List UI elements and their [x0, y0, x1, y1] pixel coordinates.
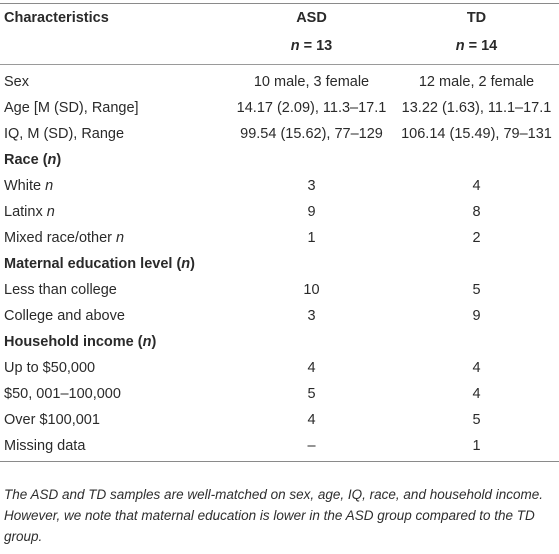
row-label: Less than college — [4, 282, 117, 298]
header-rule — [0, 64, 559, 65]
table-row: Over $100,001 4 5 — [0, 407, 559, 433]
asd-value: – — [307, 438, 316, 454]
td-value: 4 — [472, 360, 481, 376]
section-race: Race (n) — [0, 147, 559, 173]
table-row: Up to $50,000 4 4 — [0, 355, 559, 381]
table-body: Sex 10 male, 3 female 12 male, 2 female … — [0, 69, 559, 459]
asd-value: 10 — [303, 282, 320, 298]
row-label: $50, 001–100,000 — [4, 386, 121, 402]
section-title: Maternal education level (n) — [4, 256, 195, 272]
row-label: White n — [4, 178, 54, 194]
row-label: IQ, M (SD), Range — [4, 126, 125, 142]
header-characteristics: Characteristics — [4, 10, 109, 26]
td-value: 5 — [472, 412, 481, 428]
characteristics-table: Characteristics ASD TD n = 13 n = 14 Sex… — [0, 3, 559, 462]
table-row: Latinx n 9 8 — [0, 199, 559, 225]
header-td-n: n = 14 — [455, 38, 498, 54]
td-value: 5 — [472, 282, 481, 298]
td-value: 2 — [472, 230, 481, 246]
section-household-income: Household income (n) — [0, 329, 559, 355]
asd-value: 10 male, 3 female — [253, 74, 370, 90]
row-label: Mixed race/other n — [4, 230, 125, 246]
td-value: 4 — [472, 386, 481, 402]
table-row: Sex 10 male, 3 female 12 male, 2 female — [0, 69, 559, 95]
td-value: 13.22 (1.63), 11.1–17.1 — [401, 100, 552, 116]
header-asd: ASD — [296, 10, 327, 26]
section-maternal-education: Maternal education level (n) — [0, 251, 559, 277]
table-row: College and above 3 9 — [0, 303, 559, 329]
table-row: Mixed race/other n 1 2 — [0, 225, 559, 251]
asd-value: 3 — [307, 178, 316, 194]
header-asd-n: n = 13 — [290, 38, 333, 54]
asd-value: 4 — [307, 412, 316, 428]
header-row: Characteristics ASD TD — [0, 4, 559, 32]
table-row: Less than college 10 5 — [0, 277, 559, 303]
section-title: Household income (n) — [4, 334, 157, 350]
table-header: Characteristics ASD TD n = 13 n = 14 — [0, 4, 559, 60]
row-label: Sex — [4, 74, 29, 90]
td-value: 9 — [472, 308, 481, 324]
td-value: 4 — [472, 178, 481, 194]
table-row: Age [M (SD), Range] 14.17 (2.09), 11.3–1… — [0, 95, 559, 121]
td-value: 106.14 (15.49), 79–131 — [401, 126, 552, 142]
asd-value: 3 — [307, 308, 316, 324]
table-row: White n 3 4 — [0, 173, 559, 199]
row-label: Latinx n — [4, 204, 55, 220]
header-td: TD — [466, 10, 487, 26]
section-title: Race (n) — [4, 152, 62, 168]
header-n-row: n = 13 n = 14 — [0, 32, 559, 60]
row-label: Over $100,001 — [4, 412, 100, 428]
table-footnote: The ASD and TD samples are well-matched … — [4, 487, 544, 544]
td-value: 8 — [472, 204, 481, 220]
row-label: Age [M (SD), Range] — [4, 100, 139, 116]
table-row: IQ, M (SD), Range 99.54 (15.62), 77–129 … — [0, 121, 559, 147]
asd-value: 9 — [307, 204, 316, 220]
asd-value: 4 — [307, 360, 316, 376]
asd-value: 1 — [307, 230, 316, 246]
bottom-rule — [0, 461, 559, 462]
asd-value: 14.17 (2.09), 11.3–17.1 — [236, 100, 387, 116]
table-row: Missing data – 1 — [0, 433, 559, 459]
asd-value: 99.54 (15.62), 77–129 — [240, 126, 383, 142]
td-value: 12 male, 2 female — [418, 74, 535, 90]
table-row: $50, 001–100,000 5 4 — [0, 381, 559, 407]
row-label: Up to $50,000 — [4, 360, 96, 376]
top-rule — [0, 3, 559, 4]
td-value: 1 — [472, 438, 481, 454]
asd-value: 5 — [307, 386, 316, 402]
row-label: College and above — [4, 308, 125, 324]
row-label: Missing data — [4, 438, 86, 454]
